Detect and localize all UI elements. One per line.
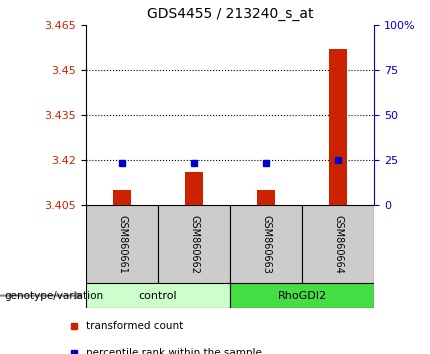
Bar bbox=[302, 205, 374, 283]
Bar bbox=[86, 283, 230, 308]
Text: GSM860664: GSM860664 bbox=[333, 215, 343, 274]
Text: GSM860661: GSM860661 bbox=[117, 215, 127, 274]
Text: transformed count: transformed count bbox=[86, 321, 184, 331]
Bar bbox=[185, 172, 203, 205]
Bar bbox=[329, 49, 347, 205]
Bar bbox=[86, 205, 158, 283]
Bar bbox=[257, 190, 275, 205]
Bar bbox=[230, 283, 374, 308]
Text: RhoGDI2: RhoGDI2 bbox=[277, 291, 327, 301]
Text: genotype/variation: genotype/variation bbox=[4, 291, 104, 301]
Bar bbox=[230, 205, 302, 283]
Text: percentile rank within the sample: percentile rank within the sample bbox=[86, 348, 262, 354]
Bar bbox=[113, 190, 131, 205]
Title: GDS4455 / 213240_s_at: GDS4455 / 213240_s_at bbox=[147, 7, 313, 21]
Bar bbox=[158, 205, 230, 283]
Text: control: control bbox=[139, 291, 177, 301]
Text: GSM860662: GSM860662 bbox=[189, 215, 199, 274]
Text: GSM860663: GSM860663 bbox=[261, 215, 271, 274]
